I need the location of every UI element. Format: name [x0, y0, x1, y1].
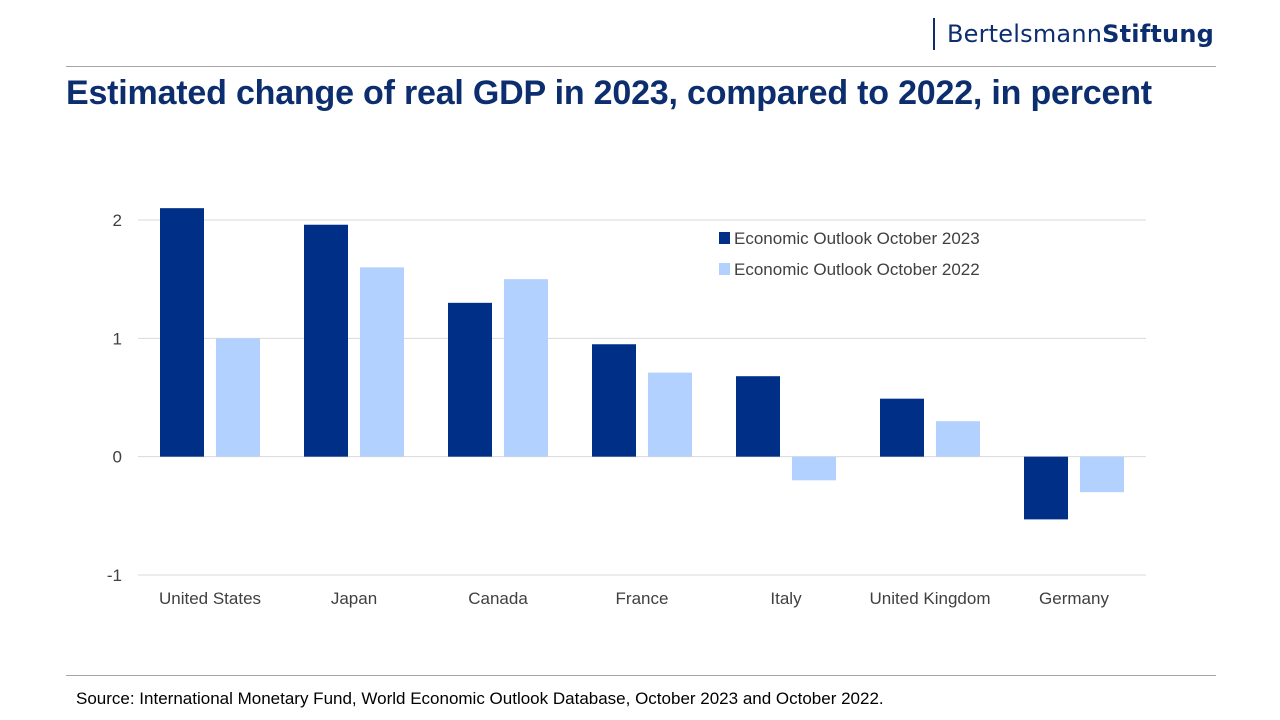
- brand-name-bold: Stiftung: [1102, 20, 1214, 48]
- bar: [1080, 456, 1124, 493]
- x-tick-label: Germany: [1039, 589, 1109, 608]
- bar: [592, 344, 636, 457]
- source-note: Source: International Monetary Fund, Wor…: [76, 689, 884, 708]
- brand-divider: [932, 18, 935, 50]
- legend-swatch: [719, 232, 730, 244]
- y-tick-label: -1: [107, 566, 122, 585]
- bar: [648, 372, 692, 457]
- x-tick-label: United States: [159, 589, 261, 608]
- bar: [216, 338, 260, 457]
- x-tick-label: United Kingdom: [870, 589, 991, 608]
- x-tick-label: Canada: [468, 589, 528, 608]
- legend-label: Economic Outlook October 2023: [734, 229, 980, 248]
- bar: [360, 267, 404, 457]
- brand-logo: BertelsmannStiftung: [932, 18, 1214, 50]
- x-tick-label: Japan: [331, 589, 377, 608]
- y-tick-label: 2: [113, 211, 122, 230]
- bar: [936, 421, 980, 457]
- header-divider: [66, 66, 1216, 67]
- bar: [160, 208, 204, 457]
- y-tick-label: 1: [113, 329, 122, 348]
- brand-name: BertelsmannStiftung: [947, 20, 1214, 48]
- page-title: Estimated change of real GDP in 2023, co…: [66, 74, 1152, 112]
- legend-label: Economic Outlook October 2022: [734, 260, 980, 279]
- brand-name-regular: Bertelsmann: [946, 20, 1103, 48]
- bar: [1024, 456, 1068, 520]
- legend-swatch: [719, 263, 730, 275]
- bar: [448, 302, 492, 457]
- y-tick-label: 0: [113, 448, 122, 467]
- bar: [304, 224, 348, 457]
- footer-divider: [66, 675, 1216, 676]
- x-tick-label: France: [616, 589, 669, 608]
- x-tick-label: Italy: [770, 589, 802, 608]
- bar: [736, 376, 780, 457]
- bar: [504, 279, 548, 457]
- bar: [880, 398, 924, 457]
- bar: [792, 456, 836, 481]
